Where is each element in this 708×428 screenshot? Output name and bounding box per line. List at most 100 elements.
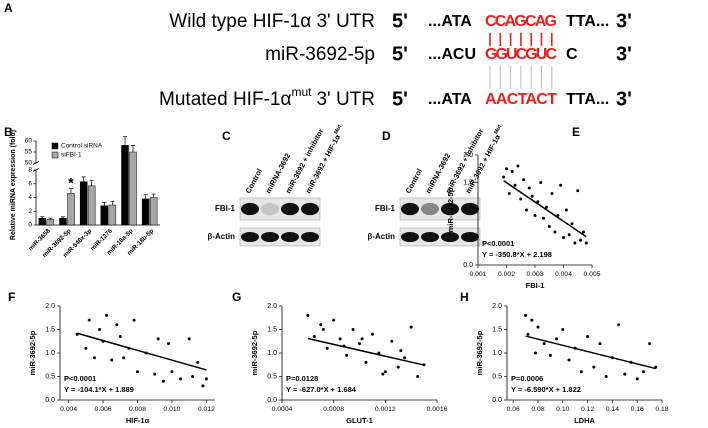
blot-background xyxy=(399,227,481,247)
p-value: P<0.0001 xyxy=(482,239,514,248)
y-tick-label: 8 xyxy=(28,167,32,174)
y-tick-label: 0.5 xyxy=(492,373,502,380)
blot-band xyxy=(441,202,459,216)
error-bar xyxy=(151,193,156,198)
blot-band xyxy=(421,202,439,216)
scatter-point xyxy=(573,241,577,245)
scatter-point xyxy=(617,323,621,327)
x-tick-label: 0.10 xyxy=(556,406,569,413)
bar xyxy=(100,205,109,226)
scatter-point xyxy=(533,214,537,217)
y-tick-label: 4 xyxy=(28,194,32,201)
error-bar xyxy=(89,179,94,186)
axis-break xyxy=(32,168,40,172)
scatter-point xyxy=(396,365,400,369)
y-tick-label: 0 xyxy=(28,222,32,229)
blot-row-label: β-Actin xyxy=(367,232,395,241)
y-axis-label: miR-3692-5p xyxy=(446,187,455,232)
scatter-point xyxy=(156,337,160,341)
panel-label: B xyxy=(4,125,13,139)
site-sequence: CCAGCAG xyxy=(485,13,557,30)
bar xyxy=(59,217,67,226)
legend-label: Control siRNA xyxy=(61,143,103,150)
fit-equation: Y = -627.0*X + 1.684 xyxy=(286,385,357,394)
scatter-point xyxy=(584,241,588,245)
scatter-point xyxy=(118,335,122,339)
y-tick-label: 1.0 xyxy=(45,350,55,357)
scatter-point xyxy=(534,351,538,355)
y-tick-label: 55 xyxy=(25,149,33,156)
scatter-point xyxy=(360,337,364,341)
scatter-point xyxy=(84,346,88,350)
scatter-point xyxy=(136,370,139,374)
scatter-point xyxy=(377,351,381,355)
scatter-point xyxy=(390,339,394,343)
y-axis-label: miR-3692-5p xyxy=(28,330,37,375)
lane-text: Control xyxy=(404,167,424,195)
blot-background xyxy=(399,197,481,221)
scatter-point xyxy=(547,225,551,228)
scatter-point xyxy=(358,342,361,346)
three-prime: 3' xyxy=(616,10,632,32)
three-prime: 3' xyxy=(616,88,632,110)
error-bar xyxy=(131,145,135,152)
x-tick-label: 0.18 xyxy=(655,406,668,413)
x-tick-label: 0.12 xyxy=(581,406,594,413)
scatter-point xyxy=(564,208,568,212)
x-tick-label: 0.0008 xyxy=(323,406,344,413)
x-tick-label: 0.14 xyxy=(606,406,619,413)
scatter-point xyxy=(325,346,329,350)
x-tick-label: 0.006 xyxy=(95,406,112,413)
scatter-point xyxy=(502,175,506,179)
regression-line xyxy=(307,337,425,366)
scatter-point xyxy=(170,370,174,374)
x-tick-label: 0.010 xyxy=(163,406,180,413)
bar xyxy=(108,204,117,226)
scatter-point xyxy=(196,360,200,364)
five-prime: 5' xyxy=(392,88,408,110)
fit-equation: Y = -6.590*X + 1.822 xyxy=(511,385,581,394)
scatter-point xyxy=(409,325,413,329)
panel-label: H xyxy=(460,290,469,304)
scatter-point xyxy=(338,337,342,341)
bar xyxy=(149,197,158,226)
three-prime: 3' xyxy=(616,43,632,65)
fit-equation: Y = -350.8*X + 2.198 xyxy=(482,250,552,259)
left-sequence: ...ATA xyxy=(428,91,472,108)
scatter-point xyxy=(332,318,336,322)
scatter-point xyxy=(351,328,355,331)
x-tick-label: 0.008 xyxy=(129,406,146,413)
x-tick-label: 0.0004 xyxy=(272,406,293,413)
scatter-point xyxy=(105,313,108,317)
lane-label: Control xyxy=(244,167,264,195)
bar xyxy=(46,219,55,226)
scatter-point xyxy=(153,372,157,376)
scatter-point xyxy=(416,375,420,378)
y-tick-label: 2.0 xyxy=(492,303,502,310)
y-tick-label: 1.0 xyxy=(463,207,473,214)
scatter-point xyxy=(559,183,563,187)
scatter-point xyxy=(548,353,552,357)
scatter-point xyxy=(399,349,403,353)
scatter-point xyxy=(321,328,325,331)
lane-label: Control xyxy=(404,167,424,195)
scatter-point xyxy=(536,200,540,204)
legend-swatch xyxy=(51,151,59,159)
axis-break xyxy=(32,161,40,165)
fit-equation: Y = -104.1*X + 1.889 xyxy=(64,385,134,394)
lane-text: Control xyxy=(244,167,264,195)
scatter-point xyxy=(187,337,191,341)
scatter-point xyxy=(513,183,517,187)
blot-band xyxy=(461,202,479,216)
bar xyxy=(38,217,47,226)
error-bar xyxy=(48,217,53,220)
y-tick-label: 0.0 xyxy=(267,397,277,404)
scatter-point xyxy=(110,358,114,362)
scatter-point xyxy=(524,208,528,212)
x-axis-label: LDHA xyxy=(574,416,595,425)
scatter-point xyxy=(516,164,520,168)
panel-label: A xyxy=(4,1,13,15)
y-tick-label: 1.0 xyxy=(267,350,277,357)
y-axis-label: Relative miRNA expression (fold) xyxy=(10,130,17,240)
